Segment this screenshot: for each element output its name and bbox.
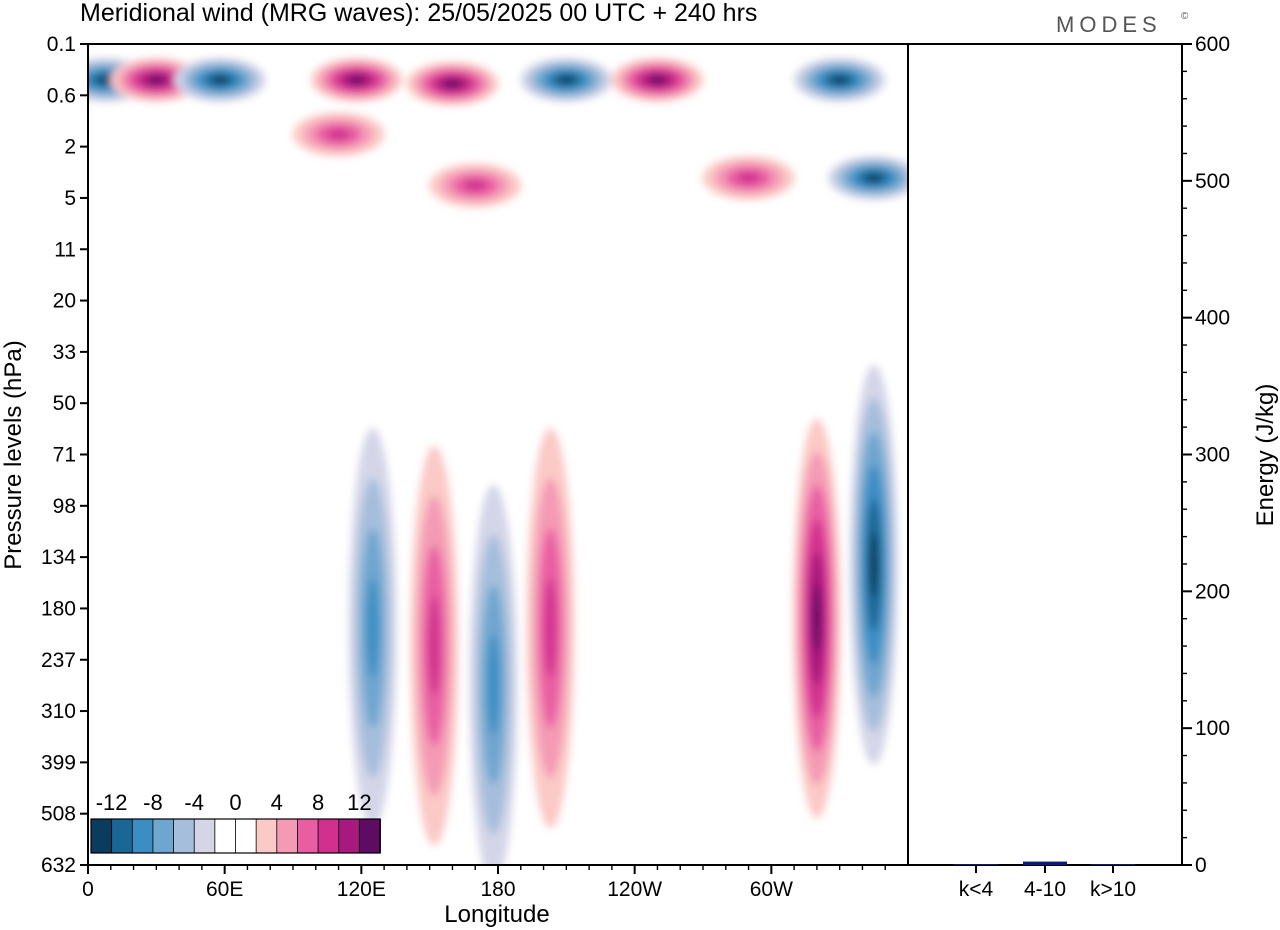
x-tick-label: 180 [480,878,515,901]
longitude-axis: 0 60E 120E 180 120W 60W [82,865,886,901]
colorbar-label: 12 [347,790,371,815]
wind-anomaly [866,174,882,182]
wind-anomaly [327,128,351,140]
colorbar-swatch [90,818,113,854]
y-axis-label: Pressure levels (hPa) [0,340,27,569]
energy-bar [1091,864,1135,865]
colorbar-swatch [131,818,154,854]
colorbar-swatch [214,818,237,854]
wind-anomaly [212,76,228,84]
wind-anomaly [831,76,848,84]
wind-anomaly [737,172,761,184]
brand-logo-mark: © [1181,11,1189,22]
wind-anomaly [349,76,365,84]
energy-tick-label: 100 [1195,717,1230,740]
y-tick-label: 50 [53,392,76,415]
y-tick-label: 632 [41,854,76,877]
energy-bars: k<4 4-10 k>10 [954,861,1136,901]
x-tick-label: 60W [750,878,793,901]
x-axis-label: Longitude [444,901,549,928]
category-label: k<4 [959,878,994,901]
colorbar-label: 0 [229,790,241,815]
colorbar-swatch [111,818,134,854]
colorbar-swatch [255,818,278,854]
y-tick-label: 11 [54,238,76,261]
colorbar-swatch [276,818,299,854]
wind-anomaly [428,595,441,696]
wind-anomaly [366,578,379,679]
colorbar-label: 4 [271,790,283,815]
y-tick-label: 71 [53,444,76,467]
wind-field [88,57,908,865]
y-tick-label: 508 [41,803,76,826]
brand-logo: MODES [1056,12,1162,37]
chart-title: Meridional wind (MRG waves): 25/05/2025 … [80,0,757,27]
colorbar-label: -4 [184,790,204,815]
x-tick-label: 60E [206,878,243,901]
category-label: 4-10 [1024,878,1066,901]
colorbar-swatch [152,818,175,854]
energy-axis-label: Energy (J/kg) [1252,384,1279,527]
x-tick-label: 120W [607,878,662,901]
y-tick-label: 310 [41,700,76,723]
wind-anomaly [487,634,500,735]
y-tick-label: 33 [53,341,76,364]
y-tick-label: 5 [64,187,76,210]
energy-tick-label: 300 [1195,444,1230,467]
y-tick-label: 399 [41,751,76,774]
energy-tick-label: 400 [1195,307,1230,330]
wind-anomaly [544,578,557,679]
colorbar-swatch [358,818,381,854]
y-tick-label: 134 [41,546,76,569]
colorbar-swatch [173,818,196,854]
colorbar-swatch [235,818,258,854]
wind-anomaly [558,76,575,84]
energy-bar [1023,861,1067,865]
wind-anomaly [444,80,461,88]
colorbar: -12 -8 -4 0 4 8 12 [90,790,381,854]
energy-tick-label: 500 [1195,170,1230,193]
energy-tick-label: 0 [1195,854,1207,877]
colorbar-swatch [338,818,361,854]
y-tick-label: 0.6 [47,84,76,107]
y-tick-label: 20 [53,290,76,313]
energy-bar [954,864,998,865]
energy-panel-frame [907,43,1183,866]
colorbar-swatch [193,818,216,854]
y-tick-label: 180 [41,597,76,620]
wind-anomaly [463,179,487,191]
energy-tick-label: 600 [1195,33,1230,56]
colorbar-swatch [317,818,340,854]
x-tick-label: 120E [337,878,386,901]
colorbar-swatch [297,818,319,854]
colorbar-label: -8 [143,790,163,815]
y-tick-label: 2 [64,136,76,159]
x-tick-label: 0 [82,878,94,901]
y-tick-label: 0.1 [47,33,76,56]
wind-anomaly [148,76,165,84]
category-label: k>10 [1090,878,1136,901]
y-tick-label: 237 [41,649,76,672]
colorbar-label: 8 [312,790,324,815]
y-tick-label: 98 [53,495,76,518]
pressure-axis: 0.1 0.6 2 5 11 20 33 50 71 98 134 180 237 310 399 508 63… [41,33,88,877]
energy-tick-label: 200 [1195,580,1230,603]
wind-anomaly [812,585,821,652]
wind-anomaly [869,531,878,599]
wind-anomaly [649,76,666,84]
colorbar-label: -12 [96,790,128,815]
energy-axis: 0 100 200 300 400 500 600 [1182,33,1230,877]
wind-anomaly [98,76,114,84]
